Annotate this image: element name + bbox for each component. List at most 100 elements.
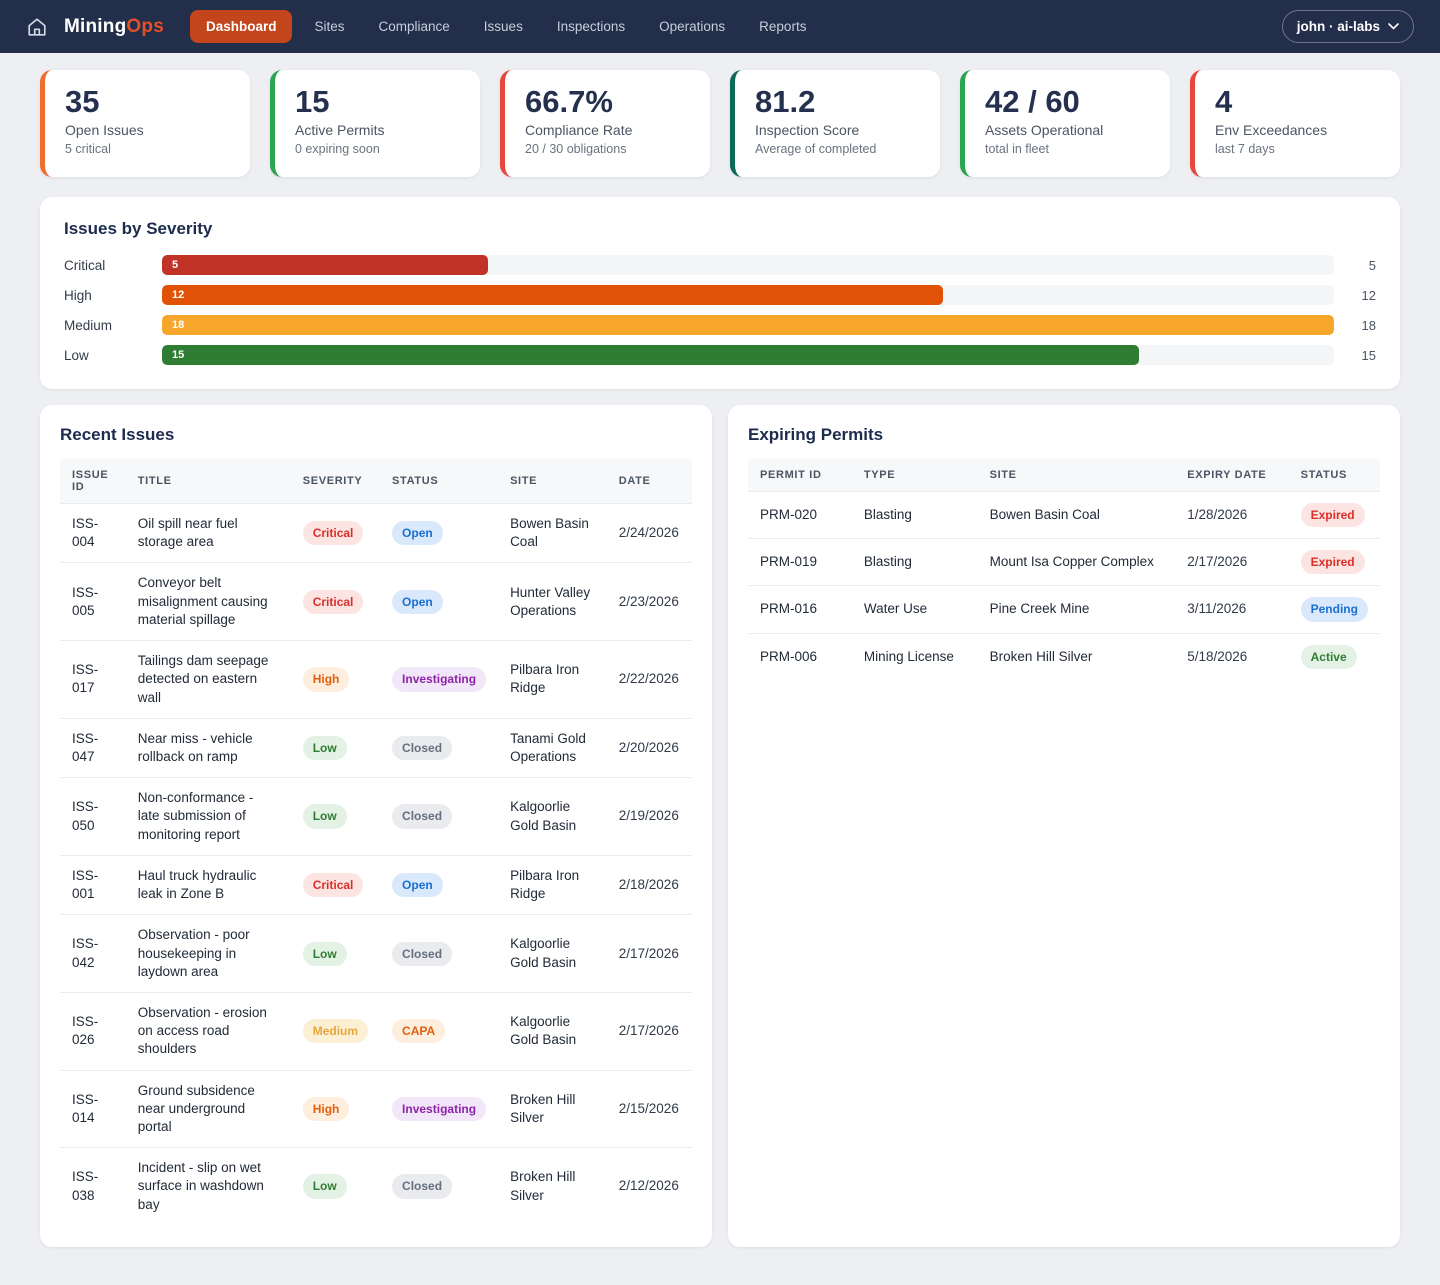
issue-date: 2/17/2026 <box>606 914 692 993</box>
column-header: ISSUE ID <box>60 459 126 504</box>
permit-id: PRM-019 <box>748 538 852 586</box>
issue-id: ISS-038 <box>60 1147 126 1225</box>
brand-part1: Mining <box>64 15 127 37</box>
kpi-sub: 20 / 30 obligations <box>525 142 627 157</box>
issue-table-row[interactable]: ISS-050 Non-conformance - late submissio… <box>60 777 692 856</box>
issue-site: Broken Hill Silver <box>498 1069 607 1148</box>
severity-label: Medium <box>64 317 113 333</box>
nav-item-operations[interactable]: Operations <box>647 11 737 42</box>
bar-track: 15 <box>162 345 1334 365</box>
bar-track: 12 <box>162 285 1334 305</box>
issue-id: ISS-026 <box>60 991 126 1071</box>
issue-table-row[interactable]: ISS-026 Observation - erosion on access … <box>60 991 692 1071</box>
status-badge: Investigating <box>392 667 487 692</box>
issue-table-row[interactable]: ISS-017 Tailings dam seepage detected on… <box>60 640 692 719</box>
recent-issues-title: Recent Issues <box>60 425 175 444</box>
kpi-sub: Average of completed <box>755 142 877 157</box>
nav-item-reports[interactable]: Reports <box>747 11 818 42</box>
column-header: PERMIT ID <box>748 459 852 492</box>
kpi-label: Open Issues <box>65 122 144 139</box>
brand-logo: MiningOps <box>64 16 164 38</box>
issue-id: ISS-017 <box>60 640 126 719</box>
issue-table-row[interactable]: ISS-004 Oil spill near fuel storage area… <box>60 502 692 563</box>
issue-title: Observation - poor housekeeping in laydo… <box>125 914 291 993</box>
kpi-value: 35 <box>65 84 100 119</box>
issue-id: ISS-004 <box>60 502 126 563</box>
kpi-value: 4 <box>1215 84 1233 119</box>
issue-date: 2/18/2026 <box>606 854 692 915</box>
issue-table-row[interactable]: ISS-001 Haul truck hydraulic leak in Zon… <box>60 854 692 915</box>
issue-id: ISS-050 <box>60 777 126 856</box>
severity-badge: Medium <box>302 1019 369 1044</box>
bar-fill: 15 <box>162 345 1139 365</box>
recent-issues-panel: Recent Issues ISSUE ID TITLE SEVERITY STATU… <box>40 405 712 1247</box>
kpi-label: Inspection Score <box>755 122 860 139</box>
permit-table-row[interactable]: PRM-020 Blasting Bowen Basin Coal 1/28/2… <box>748 490 1380 539</box>
severity-label: Low <box>64 347 89 363</box>
issue-site: Pilbara Iron Ridge <box>498 854 607 915</box>
permit-expiry-date: 3/11/2026 <box>1175 585 1289 634</box>
issue-title: Tailings dam seepage detected on eastern… <box>125 640 291 719</box>
issue-title: Non-conformance - late submission of mon… <box>125 777 291 856</box>
issue-site: Broken Hill Silver <box>498 1147 607 1225</box>
permit-status-badge: Expired <box>1300 503 1365 528</box>
bar-value-inside: 5 <box>172 259 179 271</box>
home-icon[interactable] <box>26 16 48 38</box>
permit-table-row[interactable]: PRM-006 Mining License Broken Hill Silve… <box>748 632 1380 680</box>
status-badge: Closed <box>392 804 453 829</box>
issue-title: Near miss - vehicle rollback on ramp <box>125 717 291 778</box>
column-header: STATUS <box>1288 459 1380 492</box>
permit-site: Mount Isa Copper Complex <box>977 538 1176 586</box>
issue-title: Haul truck hydraulic leak in Zone B <box>125 854 291 915</box>
nav-item-sites[interactable]: Sites <box>302 11 356 42</box>
kpi-sub: total in fleet <box>985 142 1049 157</box>
issue-table-row[interactable]: ISS-042 Observation - poor housekeeping … <box>60 914 692 993</box>
user-menu[interactable]: john · ai-labs <box>1281 10 1414 43</box>
severity-badge: Low <box>302 735 347 761</box>
kpi-card: 15 Active Permits 0 expiring soon <box>270 70 480 177</box>
nav-menu: Dashboard Sites Compliance Issues Inspection… <box>189 10 818 43</box>
issue-date: 2/24/2026 <box>606 502 692 563</box>
issue-site: Kalgoorlie Gold Basin <box>498 777 607 856</box>
nav-item-issues[interactable]: Issues <box>472 11 535 42</box>
bar-fill: 18 <box>162 315 1334 335</box>
permit-expiry-date: 1/28/2026 <box>1175 490 1289 539</box>
kpi-sub: 5 critical <box>65 142 111 157</box>
issue-title: Conveyor belt misalignment causing mater… <box>125 562 291 641</box>
column-header: STATUS <box>380 459 499 504</box>
status-badge: Closed <box>392 1174 453 1199</box>
permit-status-badge: Expired <box>1300 550 1365 575</box>
severity-badge: Low <box>302 1174 347 1199</box>
issue-table-row[interactable]: ISS-047 Near miss - vehicle rollback on … <box>60 717 692 778</box>
status-badge: Closed <box>392 941 453 966</box>
issue-id: ISS-047 <box>60 717 126 778</box>
issue-table-row[interactable]: ISS-038 Incident - slip on wet surface i… <box>60 1147 692 1225</box>
severity-bar-row: Medium 18 18 <box>64 315 1376 335</box>
nav-item-inspections[interactable]: Inspections <box>545 11 637 42</box>
issue-title: Observation - erosion on access road sho… <box>125 991 291 1071</box>
issue-date: 2/12/2026 <box>606 1147 692 1225</box>
bar-value-right: 15 <box>1361 347 1376 363</box>
bar-value-inside: 12 <box>172 289 185 301</box>
nav-item-compliance[interactable]: Compliance <box>367 11 462 42</box>
nav-item-dashboard[interactable]: Dashboard <box>189 10 293 43</box>
permit-table-row[interactable]: PRM-016 Water Use Pine Creek Mine 3/11/2… <box>748 585 1380 634</box>
kpi-card: 66.7% Compliance Rate 20 / 30 obligation… <box>500 70 710 177</box>
chevron-down-icon <box>1388 23 1399 30</box>
kpi-sub: 0 expiring soon <box>295 142 380 157</box>
issue-table-row[interactable]: ISS-005 Conveyor belt misalignment causi… <box>60 562 692 641</box>
issue-id: ISS-014 <box>60 1069 126 1148</box>
issue-site: Kalgoorlie Gold Basin <box>498 914 607 993</box>
permit-site: Bowen Basin Coal <box>977 490 1176 539</box>
column-header: SITE <box>977 459 1176 492</box>
permit-type: Blasting <box>851 490 978 539</box>
issue-table-row[interactable]: ISS-014 Ground subsidence near undergrou… <box>60 1069 692 1148</box>
permit-site: Pine Creek Mine <box>977 585 1176 634</box>
expiring-permits-title: Expiring Permits <box>748 425 884 444</box>
column-header: SEVERITY <box>290 459 381 504</box>
permit-table-row[interactable]: PRM-019 Blasting Mount Isa Copper Comple… <box>748 538 1380 586</box>
bar-fill: 5 <box>162 255 488 275</box>
issue-title: Ground subsidence near underground porta… <box>125 1069 291 1148</box>
kpi-value: 15 <box>295 84 330 119</box>
brand-part2: Ops <box>126 15 164 37</box>
